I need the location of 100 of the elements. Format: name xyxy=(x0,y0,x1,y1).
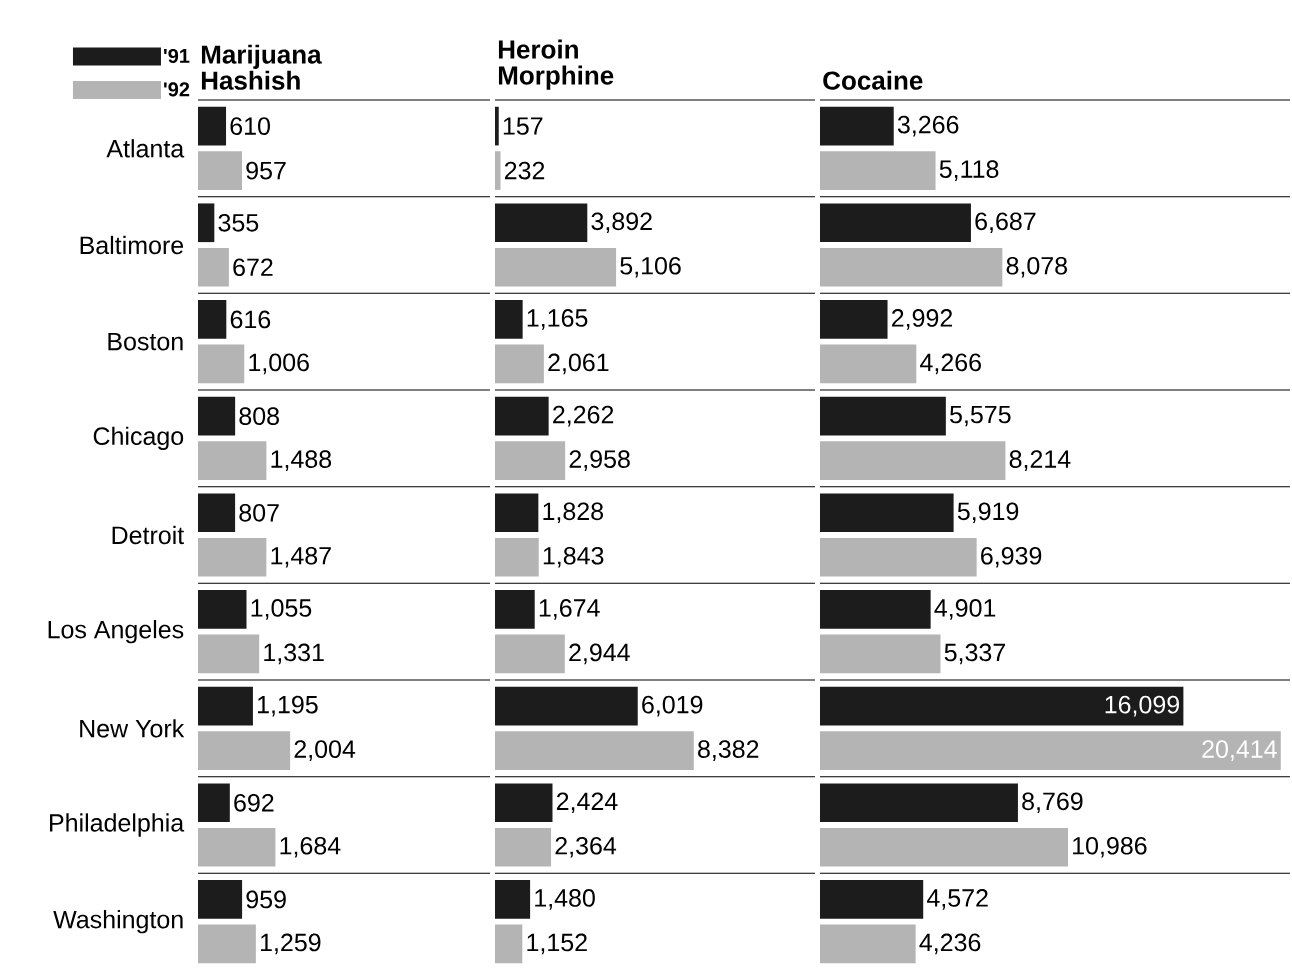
data-label: 3,892 xyxy=(591,212,652,234)
data-label: 2,262 xyxy=(553,405,614,427)
bar xyxy=(198,686,253,726)
bar xyxy=(198,590,247,629)
bar xyxy=(198,634,260,674)
bar xyxy=(820,924,916,964)
data-label: 1,152 xyxy=(527,933,587,955)
bar xyxy=(495,151,501,190)
y-tick-label: Chicago xyxy=(93,426,184,450)
data-label: 355 xyxy=(218,213,259,232)
data-label: 2,424 xyxy=(556,792,618,814)
bar xyxy=(495,783,553,823)
chart-title: Heroin Morphine xyxy=(498,39,614,90)
bar xyxy=(495,493,539,533)
data-label: 957 xyxy=(246,161,286,180)
bar xyxy=(820,441,1006,480)
data-label: 4,236 xyxy=(919,933,981,955)
data-label: 1,674 xyxy=(539,599,600,620)
bar xyxy=(198,827,276,867)
bar xyxy=(495,106,499,146)
bar xyxy=(495,731,694,770)
bar xyxy=(820,247,1003,287)
data-label: 1,843 xyxy=(543,546,604,568)
data-label: 1,195 xyxy=(258,695,318,717)
bar xyxy=(820,537,977,577)
data-label: 2,061 xyxy=(548,353,609,375)
data-label: 1,828 xyxy=(543,502,604,524)
bar xyxy=(495,344,544,384)
data-label: 8,382 xyxy=(698,740,759,761)
data-label: 4,572 xyxy=(926,889,988,910)
data-label: 5,575 xyxy=(950,405,1011,427)
data-label: 2,958 xyxy=(569,450,630,471)
data-label: 1,684 xyxy=(280,836,341,858)
bar xyxy=(820,634,941,674)
y-tick-label: Detroit xyxy=(112,525,185,545)
data-label: 6,019 xyxy=(642,695,703,717)
bar xyxy=(198,106,227,146)
bar xyxy=(198,203,215,243)
bar xyxy=(198,441,267,480)
bar xyxy=(820,590,931,629)
bar xyxy=(820,344,917,384)
data-label: 5,118 xyxy=(939,160,999,181)
y-tick-label: Atlanta xyxy=(106,139,185,158)
data-label: 1,480 xyxy=(535,889,595,910)
legend-label: '92 xyxy=(164,82,190,97)
data-label: 20,414 xyxy=(1202,740,1277,761)
bar xyxy=(495,396,549,436)
y-tick-label: Washington xyxy=(53,910,183,934)
data-label: 692 xyxy=(234,793,274,812)
data-label: 5,919 xyxy=(957,502,1019,524)
bar xyxy=(495,537,539,577)
bar xyxy=(198,783,230,823)
bar xyxy=(820,106,894,146)
bar xyxy=(198,493,236,533)
bar xyxy=(495,880,531,919)
bar xyxy=(820,783,1018,823)
bar xyxy=(495,924,523,964)
data-label: 4,266 xyxy=(920,353,981,375)
bar xyxy=(820,203,971,243)
data-label: 2,004 xyxy=(294,740,356,761)
bar xyxy=(820,827,1068,867)
bar xyxy=(495,634,565,674)
data-label: 610 xyxy=(230,117,270,135)
y-tick-label: Baltimore xyxy=(80,235,184,255)
data-label: 8,214 xyxy=(1009,450,1071,471)
legend-label: '91 xyxy=(164,48,190,64)
data-label: 1,165 xyxy=(527,309,588,330)
data-label: 2,364 xyxy=(555,836,617,858)
data-label: 8,769 xyxy=(1022,792,1083,814)
bar xyxy=(820,731,1281,770)
bar xyxy=(820,686,1184,726)
y-tick-label: Boston xyxy=(108,332,183,351)
data-label: 1,331 xyxy=(264,643,324,665)
bar xyxy=(198,880,243,919)
data-label: 16,099 xyxy=(1105,695,1179,717)
bar xyxy=(495,247,617,287)
bar xyxy=(820,880,924,919)
bar xyxy=(198,151,242,190)
data-label: 6,939 xyxy=(981,546,1042,568)
bar xyxy=(495,441,566,480)
bar xyxy=(820,396,946,436)
y-tick-label: New York xyxy=(80,719,185,738)
data-label: 1,055 xyxy=(251,599,312,620)
data-label: 2,944 xyxy=(569,643,630,665)
data-label: 1,006 xyxy=(249,353,309,375)
y-tick-label: Philadelphia xyxy=(50,813,185,837)
y-tick-label: Los Angeles xyxy=(48,620,184,644)
data-label: 5,106 xyxy=(620,256,681,278)
data-label: 1,488 xyxy=(271,450,332,471)
chart-title: Marijuana Hashish xyxy=(201,44,322,90)
data-label: 3,266 xyxy=(897,115,959,137)
data-label: 8,078 xyxy=(1006,256,1068,278)
data-label: 10,986 xyxy=(1073,836,1147,858)
bar xyxy=(495,590,535,629)
bar xyxy=(198,247,229,287)
data-label: 2,992 xyxy=(892,309,953,330)
bar xyxy=(495,827,552,867)
data-label: 232 xyxy=(504,161,545,180)
data-label: 6,687 xyxy=(975,212,1036,234)
bar xyxy=(198,537,267,577)
